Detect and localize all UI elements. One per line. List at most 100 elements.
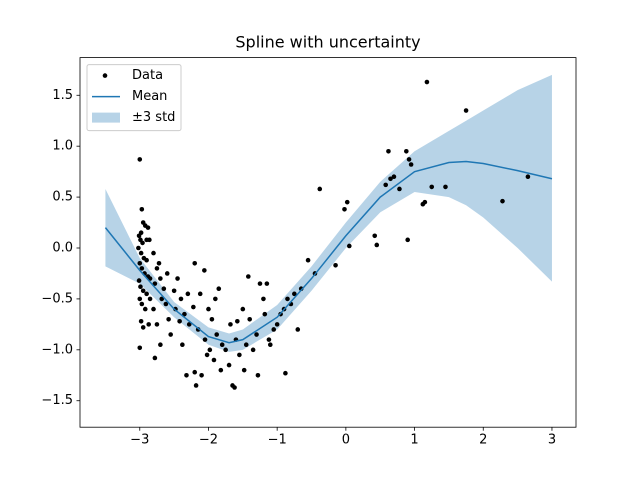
data-point [146,322,151,327]
data-point [429,184,435,190]
data-point [255,372,261,378]
data-point [243,342,249,348]
data-point [422,199,428,205]
data-point [154,322,160,327]
data-point [241,367,247,373]
data-point [283,370,288,376]
data-point [175,276,180,281]
data-point [295,327,301,332]
data-point [346,243,352,249]
data-point [443,184,448,190]
data-point [161,286,167,292]
data-point [199,372,204,378]
data-point [262,311,268,317]
data-point [136,233,142,239]
data-point [274,322,280,327]
data-point [137,296,143,302]
data-point [137,260,143,266]
data-point [247,316,252,322]
data-point [218,367,224,373]
data-point [139,266,145,271]
data-point [138,250,144,256]
data-point [178,296,184,302]
data-point [152,355,158,361]
data-point [136,278,142,283]
data-point [397,186,402,192]
data-point [405,237,410,243]
data-point [207,347,213,353]
chart-title: Spline with uncertainty [235,33,420,52]
y-tick-label: −0.5 [41,291,73,306]
data-point [240,306,246,312]
data-point [383,182,389,188]
data-point [136,245,141,251]
data-point [144,257,149,263]
data-point [257,281,263,286]
data-point [140,240,145,246]
data-point [182,311,187,317]
data-point [193,383,199,388]
x-tick-label: 3 [548,433,556,448]
data-point [246,274,251,279]
data-point [177,319,182,324]
y-tick-label: 1.5 [52,88,73,103]
data-point [147,296,153,302]
data-point [137,345,143,351]
uncertainty-band [105,74,552,352]
legend-marker [102,73,108,78]
data-point [386,148,391,154]
data-point [192,369,198,375]
data-point [237,352,242,358]
data-point [180,342,185,348]
data-point [391,174,397,180]
data-point [228,322,233,327]
x-tick-label: −2 [199,433,218,448]
data-point [463,108,469,113]
data-point [151,250,156,256]
data-point [266,337,272,342]
data-point [142,306,148,312]
data-point [191,304,196,310]
data-point [158,276,163,281]
data-point [344,199,350,205]
data-point [213,296,218,302]
data-point [209,316,215,322]
y-tick-label: 0.5 [52,190,73,205]
legend-box [86,64,182,132]
data-point [168,332,173,337]
data-point [140,288,146,294]
data-point [159,296,165,302]
data-point [204,352,210,358]
data-point [139,207,145,212]
data-point [211,357,217,363]
data-point [139,301,145,307]
data-point [192,260,198,266]
data-point [374,242,380,248]
data-point [232,385,237,390]
data-point [226,362,232,368]
mean-line [104,160,553,344]
data-point [138,284,143,289]
data-point [404,148,409,154]
x-tick-label: 0 [342,433,350,448]
y-tick-label: −1.5 [41,393,73,408]
data-point [372,233,378,239]
data-point [525,174,531,180]
data-point [408,162,414,167]
data-point [317,186,323,192]
y-tick-label: 1.0 [52,139,73,154]
data-point [219,342,225,348]
data-point [285,296,290,302]
data-point [140,325,146,330]
data-point [185,291,191,297]
data-point [305,257,311,263]
data-point [197,291,203,297]
data-point [158,342,163,348]
data-point [154,266,160,271]
data-point [216,286,222,292]
data-point [235,319,240,324]
data-point [267,342,273,348]
data-point [138,319,144,324]
data-point [388,176,393,182]
data-point [152,281,158,286]
